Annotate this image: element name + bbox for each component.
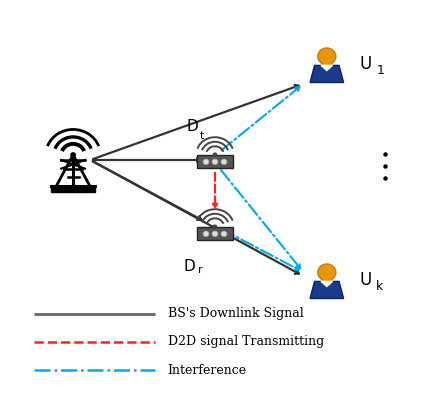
Polygon shape (310, 66, 344, 82)
Circle shape (318, 264, 336, 281)
Bar (323, 277, 331, 282)
Bar (197, 156, 233, 168)
Text: Interference: Interference (168, 364, 247, 376)
Text: U: U (359, 55, 371, 73)
Polygon shape (321, 66, 332, 70)
Text: k: k (376, 280, 384, 292)
Circle shape (213, 153, 217, 156)
Text: D2D signal Transmitting: D2D signal Transmitting (168, 336, 324, 348)
Circle shape (203, 231, 209, 236)
Text: BS's Downlink Signal: BS's Downlink Signal (168, 308, 304, 320)
Bar (323, 61, 331, 67)
Text: r: r (198, 265, 203, 275)
Text: D: D (186, 119, 198, 134)
Text: D: D (184, 259, 196, 274)
Polygon shape (321, 282, 332, 286)
Polygon shape (310, 282, 344, 298)
Circle shape (221, 159, 227, 164)
Circle shape (203, 159, 209, 164)
Circle shape (71, 153, 75, 157)
Circle shape (213, 225, 217, 228)
Circle shape (221, 231, 227, 236)
Text: 1: 1 (376, 64, 384, 76)
Text: U: U (359, 271, 371, 289)
Circle shape (212, 231, 218, 236)
Circle shape (212, 159, 218, 164)
Bar (51, 186, 95, 192)
Text: t: t (200, 131, 204, 141)
Bar (197, 228, 233, 240)
Circle shape (318, 48, 336, 65)
